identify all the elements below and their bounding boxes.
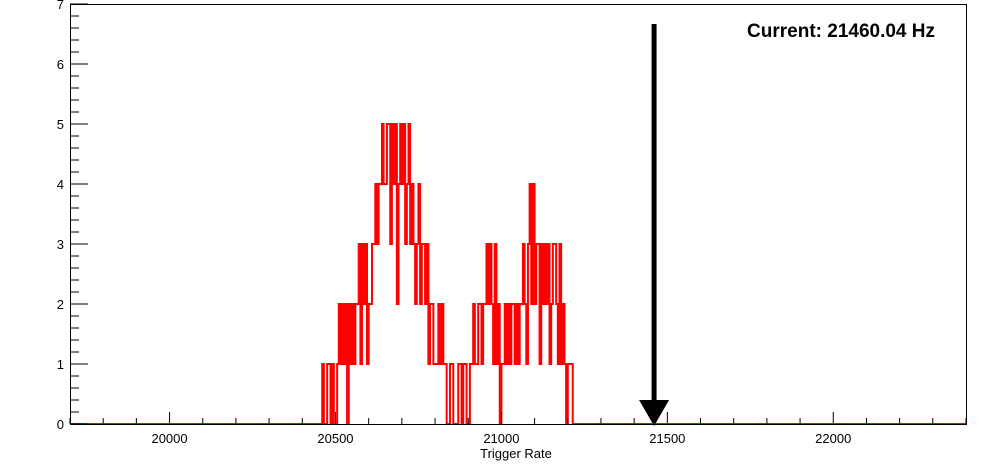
y-tick-label: 1 [57, 357, 64, 372]
x-tick-label: 21500 [649, 431, 685, 446]
plot-frame [70, 4, 967, 425]
y-tick-label: 6 [57, 57, 64, 72]
y-tick-label: 5 [57, 117, 64, 132]
x-tick-label: 20500 [317, 431, 353, 446]
x-tick-label: 22000 [815, 431, 851, 446]
x-axis: 20000 20500 21000 21500 22000 [69, 412, 967, 446]
y-tick-label: 7 [57, 0, 64, 12]
current-rate-arrow [639, 24, 670, 426]
x-axis-title: Trigger Rate [480, 446, 552, 461]
y-tick-label: 0 [57, 417, 64, 432]
x-tick-label: 21000 [483, 431, 519, 446]
y-tick-label: 4 [57, 177, 64, 192]
y-tick-label: 2 [57, 297, 64, 312]
y-tick-label: 3 [57, 237, 64, 252]
y-axis: 0 1 2 3 4 5 6 7 [57, 0, 88, 432]
current-rate-annotation: Current: 21460.04 Hz [747, 21, 935, 42]
arrow-head [639, 400, 670, 426]
x-tick-label: 20000 [151, 431, 187, 446]
